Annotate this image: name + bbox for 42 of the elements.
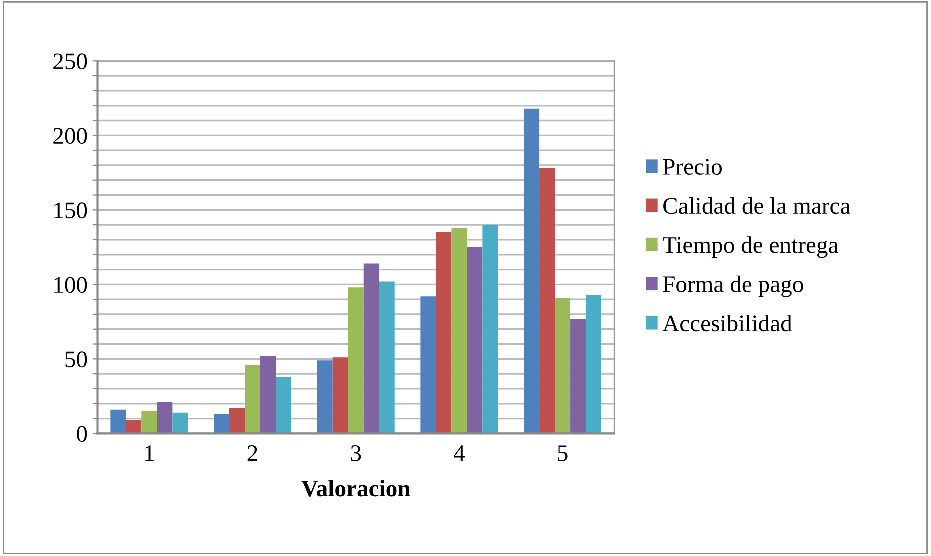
legend-label: Tiempo de entrega [663,236,838,258]
bar [332,358,348,434]
y-tick-label: 0 [77,426,88,442]
bar [172,412,188,434]
x-tick-label: 5 [558,446,568,462]
legend-label: Precio [663,159,722,176]
bar [586,295,602,434]
legend-label: Calidad de la marca [664,198,850,214]
bar [452,228,468,434]
bar [230,408,246,434]
x-tick-label: 2 [248,446,258,462]
bar [142,411,158,434]
bar [317,360,333,434]
bar [348,288,364,434]
bar [540,168,556,434]
bar [260,356,276,434]
legend-label: Accesibilidad [662,315,792,332]
bar [110,410,126,434]
bar [364,264,380,434]
x-axis-title: Valoracion [302,480,410,497]
bar [555,298,571,434]
x-tick-label: 3 [351,446,362,462]
y-tick-label: 200 [54,128,88,144]
y-tick-label: 100 [54,277,88,294]
bar [482,225,498,434]
bar [570,318,586,434]
bar [157,402,173,434]
bar [245,365,261,434]
legend-label: Forma de pago [663,276,804,298]
bar [126,420,142,434]
bar [276,377,292,434]
bar [379,282,395,434]
bar [467,247,483,434]
bar [436,232,452,434]
bar [214,414,230,434]
bar [524,108,540,434]
y-tick-label: 50 [66,352,88,368]
bar [420,296,436,434]
x-tick-label: 1 [146,446,154,462]
y-tick-label: 250 [54,54,88,70]
x-tick-label: 4 [454,446,465,462]
y-tick-label: 150 [54,202,88,219]
